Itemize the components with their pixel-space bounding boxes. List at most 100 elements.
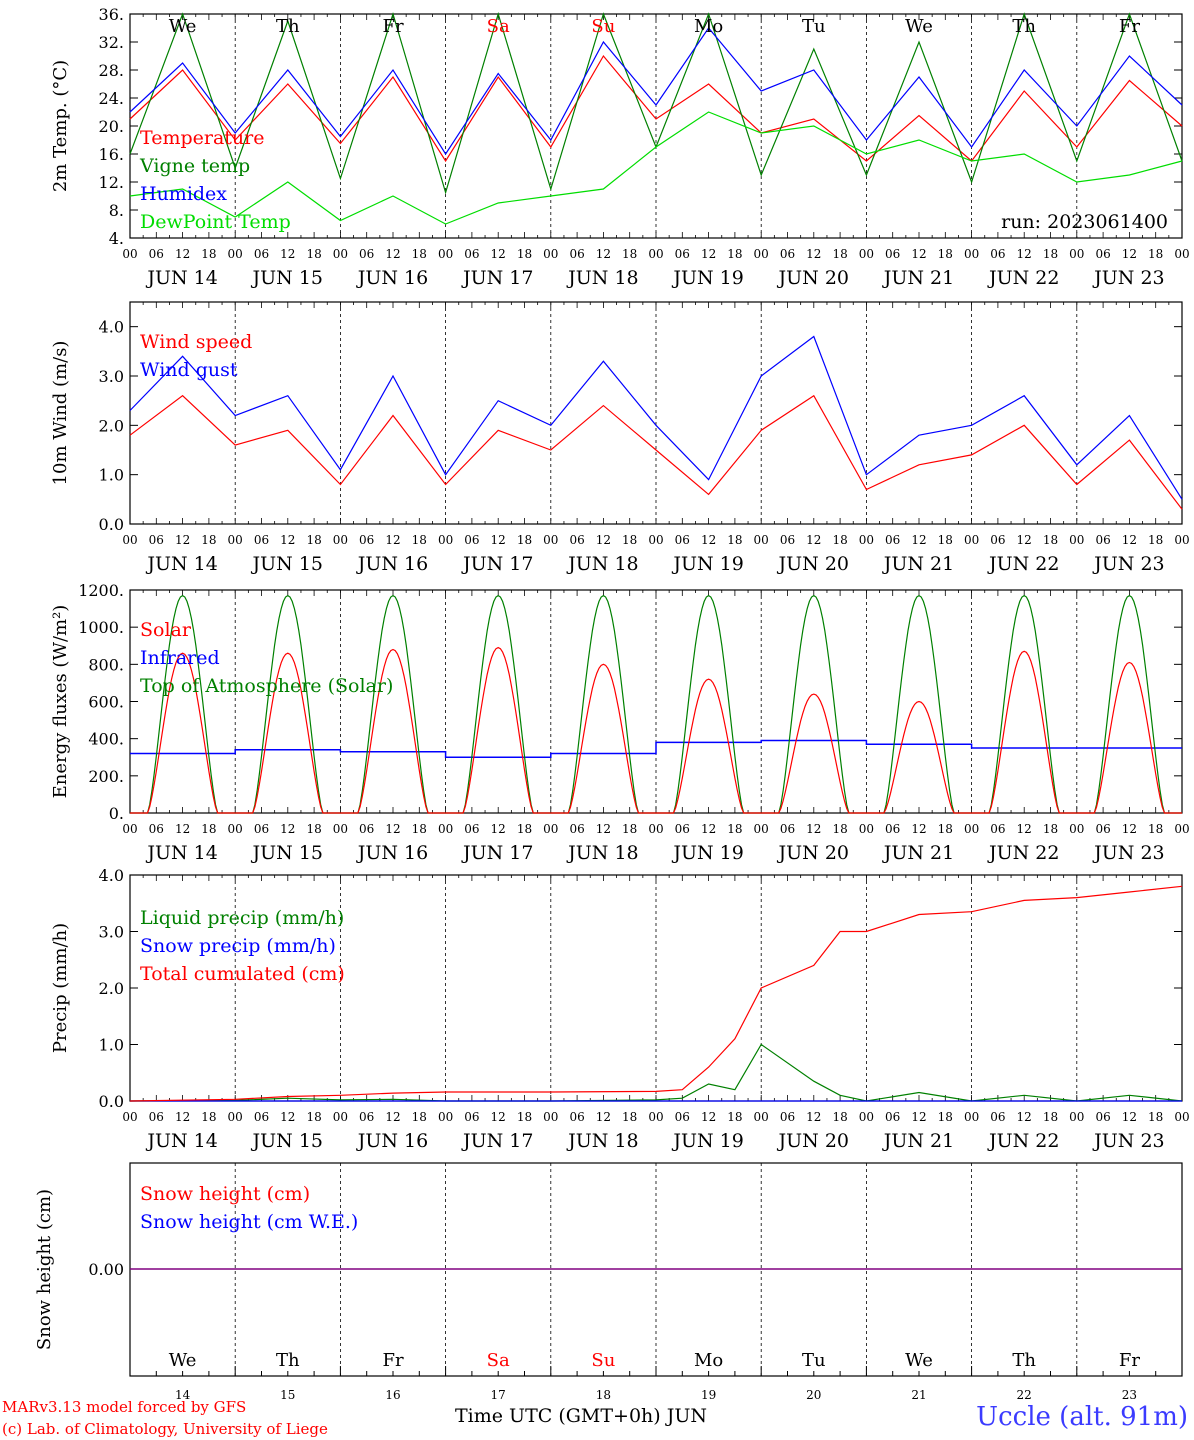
date-label: JUN 16: [356, 267, 428, 289]
hour-tick-label: 12: [385, 247, 400, 261]
hour-tick-label: 18: [1148, 533, 1163, 547]
y-tick-label: 600.: [88, 693, 124, 712]
hour-tick-label: 12: [491, 822, 506, 836]
hour-tick-label: 00: [333, 1110, 348, 1124]
day-name: Fr: [1119, 16, 1140, 37]
hour-tick-label: 06: [780, 533, 795, 547]
day-number: 23: [1122, 1388, 1137, 1402]
hour-tick-label: 06: [1095, 533, 1110, 547]
day-name: Tu: [802, 1350, 826, 1371]
hour-tick-label: 18: [201, 1110, 216, 1124]
series-line: [129, 394, 1183, 510]
y-axis-label: 10m Wind (m/s): [50, 341, 71, 486]
day-name: Th: [1012, 1350, 1036, 1371]
y-tick-label: 28.: [99, 61, 124, 80]
hour-tick-label: 06: [1095, 822, 1110, 836]
hour-tick-label: 12: [491, 247, 506, 261]
hour-tick-label: 18: [832, 822, 847, 836]
hour-tick-label: 12: [175, 533, 190, 547]
day-name: Th: [1012, 16, 1036, 37]
legend-entry: Wind speed: [140, 331, 252, 353]
date-label: JUN 17: [461, 1130, 533, 1152]
day-name: We: [169, 1350, 197, 1371]
hour-tick-label: 12: [385, 1110, 400, 1124]
series-line: [129, 54, 1183, 163]
hour-tick-label: 06: [885, 822, 900, 836]
hour-tick-label: 18: [517, 533, 532, 547]
day-name: Mo: [694, 1350, 723, 1371]
hour-tick-label: 18: [1043, 533, 1058, 547]
y-tick-label: 3.0: [99, 923, 124, 942]
legend-entry: DewPoint Temp: [140, 211, 291, 233]
hour-tick-label: 12: [596, 1110, 611, 1124]
hour-tick-label: 06: [149, 533, 164, 547]
day-number: 17: [491, 1388, 506, 1402]
series-line: [445, 646, 551, 814]
date-label: JUN 23: [1092, 553, 1164, 575]
day-number: 15: [280, 1388, 295, 1402]
hour-tick-label: 00: [1069, 247, 1084, 261]
date-label: JUN 16: [356, 553, 428, 575]
hour-tick-label: 18: [832, 533, 847, 547]
hour-tick-label: 18: [201, 247, 216, 261]
day-number: 20: [806, 1388, 821, 1402]
date-label: JUN 23: [1092, 842, 1164, 864]
hour-tick-label: 12: [596, 822, 611, 836]
date-label: JUN 14: [145, 1130, 217, 1152]
hour-tick-label: 18: [201, 533, 216, 547]
y-tick-label: 36.: [99, 5, 124, 24]
hour-tick-label: 12: [1017, 533, 1032, 547]
hour-tick-label: 06: [1095, 1110, 1110, 1124]
hour-tick-label: 06: [464, 247, 479, 261]
station-label: Uccle (alt. 91m): [976, 1402, 1188, 1432]
hour-tick-label: 00: [648, 822, 663, 836]
legend-entry: Total cumulated (cm): [140, 963, 345, 985]
hour-tick-label: 00: [648, 1110, 663, 1124]
hour-tick-label: 00: [964, 1110, 979, 1124]
day-name: Fr: [382, 16, 403, 37]
hour-tick-label: 12: [806, 822, 821, 836]
date-label: JUN 21: [882, 842, 954, 864]
model-credit: MARv3.13 model forced by GFS: [2, 1398, 247, 1416]
legend-entry: Vigne temp: [139, 155, 250, 177]
hour-tick-label: 06: [149, 1110, 164, 1124]
hour-tick-label: 12: [1122, 247, 1137, 261]
series-line: [340, 648, 446, 814]
hour-tick-label: 12: [491, 1110, 506, 1124]
series-line: [130, 739, 1182, 759]
hour-tick-label: 06: [254, 247, 269, 261]
date-label: JUN 14: [145, 842, 217, 864]
series-line: [971, 594, 1077, 814]
y-tick-label: 16.: [99, 145, 124, 164]
hour-tick-label: 18: [622, 533, 637, 547]
hour-tick-label: 00: [964, 533, 979, 547]
hour-tick-label: 00: [964, 822, 979, 836]
series-line: [550, 663, 656, 814]
series-line: [866, 594, 972, 814]
hour-tick-label: 12: [701, 1110, 716, 1124]
hour-tick-label: 00: [333, 533, 348, 547]
hour-tick-label: 12: [806, 247, 821, 261]
panel-4: 00 06 12 18 00 06 12 18 00 06 12 18 00 06 12 18 00 06 12 18…: [50, 866, 1190, 1152]
hour-tick-label: 12: [1122, 822, 1137, 836]
hour-tick-label: 00: [859, 822, 874, 836]
hour-tick-label: 00: [122, 533, 137, 547]
hour-tick-label: 00: [228, 247, 243, 261]
hour-tick-label: 06: [675, 822, 690, 836]
hour-tick-label: 12: [806, 1110, 821, 1124]
date-label: JUN 21: [882, 267, 954, 289]
hour-tick-label: 12: [911, 822, 926, 836]
day-name: We: [905, 1350, 933, 1371]
hour-tick-label: 18: [938, 1110, 953, 1124]
date-label: JUN 21: [882, 1130, 954, 1152]
hour-tick-label: 00: [1174, 533, 1189, 547]
hour-tick-label: 12: [280, 247, 295, 261]
legend-entry: Snow precip (mm/h): [140, 935, 336, 957]
hour-tick-label: 18: [727, 247, 742, 261]
hour-tick-label: 00: [438, 533, 453, 547]
y-tick-label: 20.: [99, 117, 124, 136]
hour-tick-label: 18: [727, 822, 742, 836]
hour-tick-label: 12: [1017, 247, 1032, 261]
hour-tick-label: 18: [306, 822, 321, 836]
y-tick-label: 32.: [99, 33, 124, 52]
